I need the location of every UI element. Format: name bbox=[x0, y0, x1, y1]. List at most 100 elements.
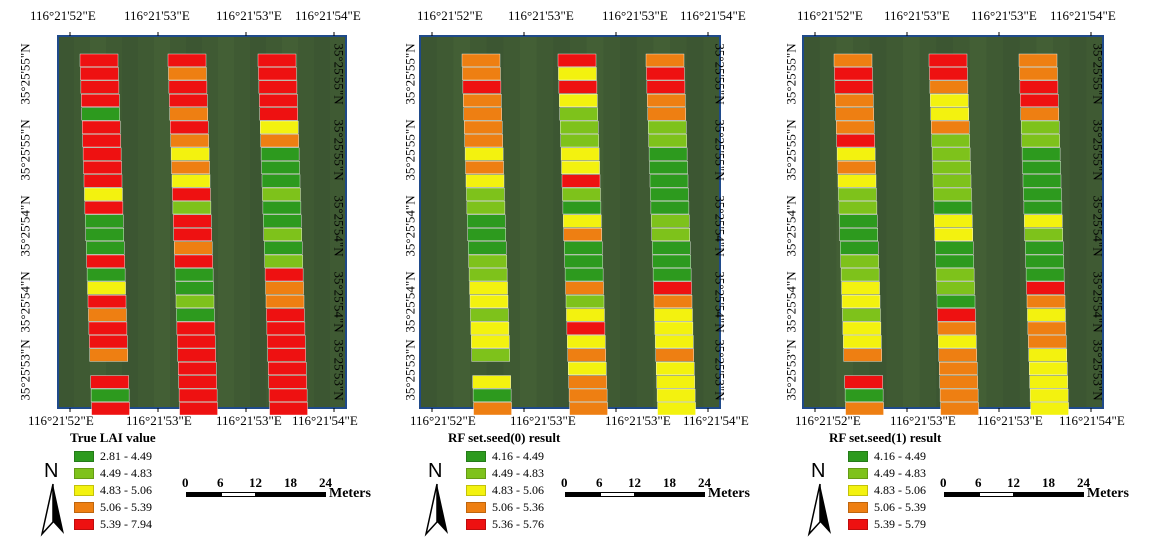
legend-swatch bbox=[848, 502, 868, 513]
plot-cell bbox=[837, 160, 876, 174]
map-3 bbox=[802, 32, 1104, 416]
plot-cell bbox=[842, 308, 881, 322]
north-label: N bbox=[811, 460, 826, 482]
plot-cell bbox=[174, 241, 213, 255]
scale-unit: Meters bbox=[1087, 486, 1129, 501]
scale-bar: 0 6 12 18 24 Meters bbox=[182, 475, 416, 505]
texture-band bbox=[903, 36, 920, 408]
lon-label-bottom: 116°21'53"E bbox=[977, 413, 1043, 428]
north-arrow-icon: N bbox=[422, 460, 452, 537]
scale-bar: 0 6 12 18 24 Meters bbox=[940, 475, 1157, 505]
lat-label-left: 35°25'54"N bbox=[17, 195, 33, 257]
plot-cell bbox=[566, 308, 605, 322]
plot-cell bbox=[1024, 227, 1063, 241]
map-1 bbox=[57, 32, 347, 416]
plot-cell bbox=[646, 67, 685, 81]
plot-cell bbox=[467, 214, 506, 228]
plot-cell bbox=[462, 80, 502, 94]
plot-cell bbox=[470, 308, 509, 322]
plot-cell bbox=[462, 67, 501, 81]
legend-label: 4.83 - 5.06 bbox=[492, 483, 544, 497]
plot-cell bbox=[654, 308, 693, 322]
plot-cell bbox=[88, 321, 128, 335]
scale-tick-label: 6 bbox=[217, 475, 224, 490]
plot-cell bbox=[84, 187, 123, 201]
plot-cell bbox=[651, 214, 690, 228]
plot-cell bbox=[473, 402, 512, 416]
lat-label-left: 35°25'54"N bbox=[783, 271, 799, 333]
plot-cell bbox=[651, 227, 690, 241]
legend-label: 4.83 - 5.06 bbox=[874, 483, 926, 497]
plot-cell bbox=[928, 53, 968, 67]
plot-cell bbox=[650, 201, 690, 215]
lon-label-top: 116°21'54"E bbox=[295, 8, 361, 23]
lon-label-top: 116°21'54"E bbox=[1050, 8, 1116, 23]
scale-segment bbox=[186, 492, 221, 497]
north-arrow-shape bbox=[40, 483, 64, 537]
plot-cell bbox=[1030, 402, 1069, 416]
legend-label: 4.16 - 4.49 bbox=[492, 449, 544, 463]
plot-cell bbox=[657, 402, 696, 416]
legend-item: 2.81 - 4.49 bbox=[74, 448, 152, 465]
plot-cell bbox=[1018, 53, 1058, 67]
lat-label-right: 35°25'55"N bbox=[331, 119, 347, 181]
lat-label-left: 35°25'54"N bbox=[783, 195, 799, 257]
plot-cell bbox=[834, 67, 873, 81]
lon-label-top: 116°21'53"E bbox=[124, 8, 190, 23]
plot-cell bbox=[1022, 174, 1062, 188]
lon-label-bottom: 116°21'53"E bbox=[605, 413, 671, 428]
plot-cell bbox=[931, 147, 971, 161]
plot-cell bbox=[844, 375, 883, 389]
lon-label-bottom: 116°21'54"E bbox=[1059, 413, 1125, 428]
plot-cell bbox=[837, 174, 877, 188]
plot-cell bbox=[173, 227, 212, 241]
plot-cell bbox=[85, 214, 124, 228]
scale-segment bbox=[600, 492, 635, 497]
plot-cell bbox=[934, 227, 973, 241]
legend-swatch bbox=[74, 451, 94, 462]
plot-cell bbox=[646, 80, 686, 94]
legend-swatch bbox=[466, 468, 486, 479]
plot-cell bbox=[178, 375, 217, 389]
plot-cell bbox=[464, 134, 503, 148]
plot-cell bbox=[567, 348, 606, 362]
plot-cell bbox=[265, 281, 304, 295]
legend-label: 4.49 - 4.83 bbox=[492, 466, 544, 480]
plot-cell bbox=[937, 321, 977, 335]
lon-label-top: 116°21'53"E bbox=[971, 8, 1037, 23]
lat-label-left: 35°25'54"N bbox=[402, 195, 418, 257]
lon-label-top: 116°21'52"E bbox=[30, 8, 96, 23]
plot-cell bbox=[467, 227, 506, 241]
legend-swatch bbox=[74, 519, 94, 530]
lat-label-left: 35°25'55"N bbox=[402, 43, 418, 105]
scale-tick-label: 24 bbox=[698, 475, 711, 490]
map-panel-3: 116°21'52"E 116°21'53"E 116°21'53"E 116°… bbox=[777, 0, 1157, 559]
plot-cell bbox=[80, 67, 119, 81]
plot-cell bbox=[839, 214, 878, 228]
plot-cell bbox=[1021, 120, 1060, 134]
plot-cell bbox=[177, 348, 216, 362]
scale-segment bbox=[1014, 492, 1084, 497]
plot-cell bbox=[86, 268, 126, 282]
lat-label-right: 35°25'53"N bbox=[331, 339, 347, 401]
texture-band bbox=[803, 36, 820, 408]
plot-cell bbox=[843, 335, 882, 349]
plot-cell bbox=[933, 201, 973, 215]
scale-segment bbox=[979, 492, 1014, 497]
plot-cell bbox=[464, 120, 503, 134]
plot-cell bbox=[1019, 67, 1058, 81]
plot-cell bbox=[935, 241, 974, 255]
plot-cell bbox=[568, 375, 607, 389]
legend-swatch bbox=[848, 519, 868, 530]
legend-label: 4.83 - 5.06 bbox=[100, 483, 152, 497]
plot-cell bbox=[82, 147, 122, 161]
plot-cell bbox=[468, 268, 508, 282]
lon-label-top: 116°21'54"E bbox=[680, 8, 746, 23]
legend-label: 5.39 - 7.94 bbox=[100, 517, 152, 531]
plot-cell bbox=[560, 147, 600, 161]
lat-label-left: 35°25'55"N bbox=[402, 119, 418, 181]
plot-cell bbox=[264, 268, 304, 282]
plot-cell bbox=[559, 93, 598, 107]
plot-cell bbox=[835, 107, 874, 121]
plot-cell bbox=[85, 227, 124, 241]
